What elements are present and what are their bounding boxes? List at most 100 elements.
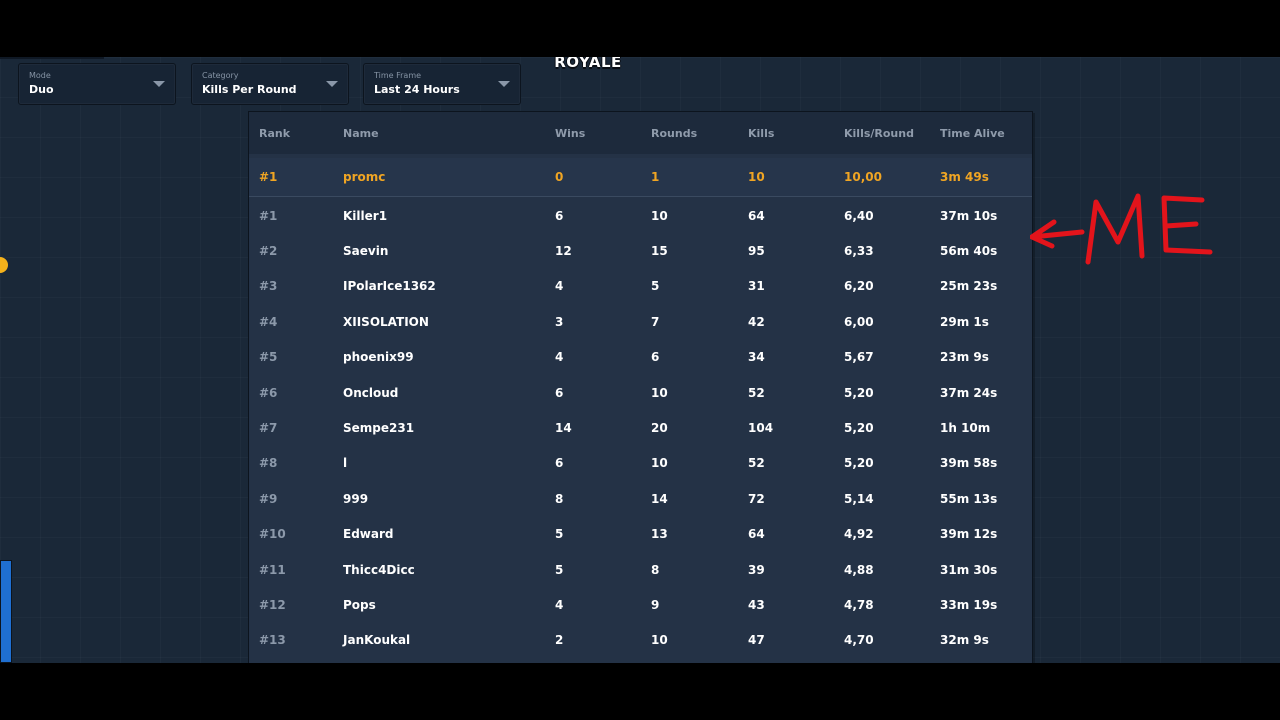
rank-cell: #10 [259, 527, 286, 542]
time-cell: 39m 58s [940, 456, 998, 471]
table-row[interactable]: #5 phoenix99 4 6 34 5,67 23m 9s [249, 340, 1032, 375]
side-indicator-dot [0, 257, 8, 273]
header-wins[interactable]: Wins [555, 127, 586, 140]
rounds-cell: 15 [651, 243, 668, 258]
wins-cell: 5 [555, 527, 564, 542]
kills-cell: 52 [748, 385, 765, 400]
table-row[interactable]: #6 Oncloud 6 10 52 5,20 37m 24s [249, 375, 1032, 410]
table-row[interactable]: #4 XIISOLATION 3 7 42 6,00 29m 1s [249, 304, 1032, 339]
table-row[interactable]: #11 Thicc4Dicc 5 8 39 4,88 31m 30s [249, 552, 1032, 587]
wins-cell: 0 [555, 170, 564, 184]
wins-cell: 2 [555, 633, 564, 648]
time-cell: 25m 23s [940, 279, 998, 294]
rounds-cell: 8 [651, 562, 660, 577]
kpr-cell: 6,40 [844, 208, 874, 223]
kills-cell: 43 [748, 597, 765, 612]
kpr-cell: 4,92 [844, 527, 874, 542]
kills-cell: 64 [748, 208, 765, 223]
wins-cell: 6 [555, 208, 564, 223]
time-cell: 1h 10m [940, 420, 991, 435]
kpr-cell: 4,78 [844, 597, 874, 612]
wins-cell: 3 [555, 314, 564, 329]
table-row[interactable]: #12 Pops 4 9 43 4,78 33m 19s [249, 587, 1032, 622]
leaderboard-screen: ROYALE Mode Duo Category Kills Per Round… [0, 57, 1280, 663]
wins-cell: 4 [555, 597, 564, 612]
mode-dropdown[interactable]: Mode Duo [18, 63, 176, 105]
table-row[interactable]: #8 l 6 10 52 5,20 39m 58s [249, 446, 1032, 481]
name-cell: phoenix99 [343, 350, 414, 365]
table-row[interactable]: #13 JanKoukal 2 10 47 4,70 32m 9s [249, 623, 1032, 658]
table-row[interactable]: #7 Sempe231 14 20 104 5,20 1h 10m [249, 410, 1032, 445]
time-cell: 23m 9s [940, 350, 989, 365]
wins-cell: 14 [555, 420, 572, 435]
kpr-cell: 4,70 [844, 633, 874, 648]
table-row[interactable]: #9 999 8 14 72 5,14 55m 13s [249, 481, 1032, 516]
name-cell: Killer1 [343, 208, 388, 223]
rank-cell: #4 [259, 314, 278, 329]
table-header: Rank Name Wins Rounds Kills Kills/Round … [249, 112, 1032, 154]
kpr-cell: 10,00 [844, 170, 882, 184]
kpr-cell: 5,14 [844, 491, 874, 506]
name-cell: JanKoukal [343, 633, 411, 648]
rank-cell: #7 [259, 420, 278, 435]
dropdown-value: Duo [29, 83, 54, 96]
kills-cell: 95 [748, 243, 765, 258]
kills-cell: 31 [748, 279, 765, 294]
name-cell: l [343, 456, 348, 471]
table-row[interactable]: #10 Edward 5 13 64 4,92 39m 12s [249, 517, 1032, 552]
kills-cell: 64 [748, 527, 765, 542]
header-kills[interactable]: Kills [748, 127, 775, 140]
dropdown-value: Kills Per Round [202, 83, 297, 96]
time-cell: 32m 9s [940, 633, 989, 648]
game-logo: ROYALE [554, 57, 622, 71]
rounds-cell: 10 [651, 385, 668, 400]
caret-down-icon [326, 81, 338, 87]
name-cell: IPolarIce1362 [343, 279, 436, 294]
table-row[interactable]: #1 Killer1 6 10 64 6,40 37m 10s [249, 198, 1032, 233]
rank-cell: #13 [259, 633, 286, 648]
rank-cell: #2 [259, 243, 278, 258]
time-cell: 33m 19s [940, 597, 998, 612]
name-cell: Thicc4Dicc [343, 562, 415, 577]
header-name[interactable]: Name [343, 127, 379, 140]
rank-cell: #3 [259, 279, 278, 294]
annotation-text: ME [1030, 182, 1032, 183]
rounds-cell: 6 [651, 350, 660, 365]
leaderboard-table: Rank Name Wins Rounds Kills Kills/Round … [248, 111, 1033, 663]
kpr-cell: 4,88 [844, 562, 874, 577]
rank-cell: #8 [259, 456, 278, 471]
dropdown-value: Last 24 Hours [374, 83, 460, 96]
table-row[interactable]: #3 IPolarIce1362 4 5 31 6,20 25m 23s [249, 269, 1032, 304]
rank-cell: #12 [259, 597, 286, 612]
header-time-alive[interactable]: Time Alive [940, 127, 1005, 140]
category-dropdown[interactable]: Category Kills Per Round [191, 63, 349, 105]
table-row[interactable]: #2 Saevin 12 15 95 6,33 56m 40s [249, 233, 1032, 268]
kills-cell: 34 [748, 350, 765, 365]
rounds-cell: 10 [651, 208, 668, 223]
kills-cell: 10 [748, 170, 765, 184]
time-cell: 31m 30s [940, 562, 998, 577]
rounds-cell: 10 [651, 456, 668, 471]
kpr-cell: 5,20 [844, 420, 874, 435]
time-frame-dropdown[interactable]: Time Frame Last 24 Hours [363, 63, 521, 105]
kpr-cell: 6,20 [844, 279, 874, 294]
kpr-cell: 6,00 [844, 314, 874, 329]
header-rank[interactable]: Rank [259, 127, 291, 140]
caret-down-icon [498, 81, 510, 87]
header-rounds[interactable]: Rounds [651, 127, 698, 140]
kills-cell: 39 [748, 562, 765, 577]
name-cell: Sempe231 [343, 420, 415, 435]
wins-cell: 4 [555, 279, 564, 294]
rounds-cell: 14 [651, 491, 668, 506]
time-cell: 37m 10s [940, 208, 998, 223]
name-cell: Oncloud [343, 385, 399, 400]
header-kills-per-round[interactable]: Kills/Round [844, 127, 914, 140]
wins-cell: 6 [555, 456, 564, 471]
kills-cell: 52 [748, 456, 765, 471]
rounds-cell: 5 [651, 279, 660, 294]
time-cell: 37m 24s [940, 385, 998, 400]
dropdown-label: Category [202, 71, 239, 80]
rank-cell: #1 [259, 170, 278, 184]
dropdown-label: Mode [29, 71, 51, 80]
rounds-cell: 1 [651, 170, 660, 184]
